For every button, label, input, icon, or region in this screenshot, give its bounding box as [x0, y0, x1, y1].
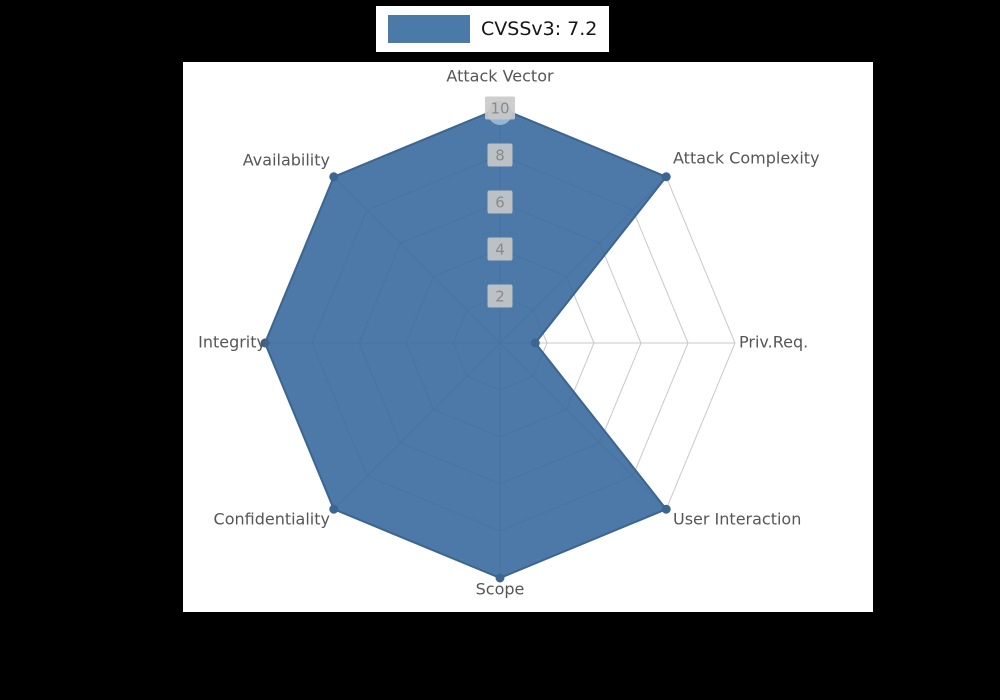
- tick-box: [487, 143, 513, 167]
- legend-label: CVSSv3: 7.2: [481, 18, 598, 40]
- vertex-marker: [530, 338, 540, 348]
- tick-box: [487, 237, 513, 261]
- vertex-marker: [495, 573, 505, 583]
- vertex-marker: [260, 338, 270, 348]
- tick-label: 10: [490, 100, 509, 118]
- tick-label: 4: [495, 241, 505, 259]
- vertex-marker: [661, 504, 671, 514]
- axis-label-scope: Scope: [475, 579, 525, 599]
- tick-box: [487, 284, 513, 308]
- vertex-marker: [329, 504, 339, 514]
- tick-label: 8: [495, 147, 505, 165]
- tick-box: [487, 190, 513, 214]
- tick-label: 2: [495, 288, 505, 306]
- axis-label-confidentiality: Confidentiality: [213, 509, 330, 529]
- axis-label-priv-req: Priv.Req.: [739, 332, 809, 352]
- axis-label-integrity: Integrity: [198, 332, 266, 352]
- legend-swatch-icon: [388, 15, 470, 43]
- legend[interactable]: CVSSv3: 7.2: [376, 6, 610, 52]
- tick-label: 6: [495, 194, 505, 212]
- vertex-marker: [329, 172, 339, 182]
- axis-label-attack-complexity: Attack Complexity: [673, 148, 820, 168]
- axis-label-attack-vector: Attack Vector: [446, 66, 554, 86]
- tick-box: [485, 96, 515, 120]
- axis-label-user-interaction: User Interaction: [673, 509, 802, 529]
- vertex-marker: [661, 172, 671, 182]
- axis-label-availability: Availability: [242, 150, 330, 170]
